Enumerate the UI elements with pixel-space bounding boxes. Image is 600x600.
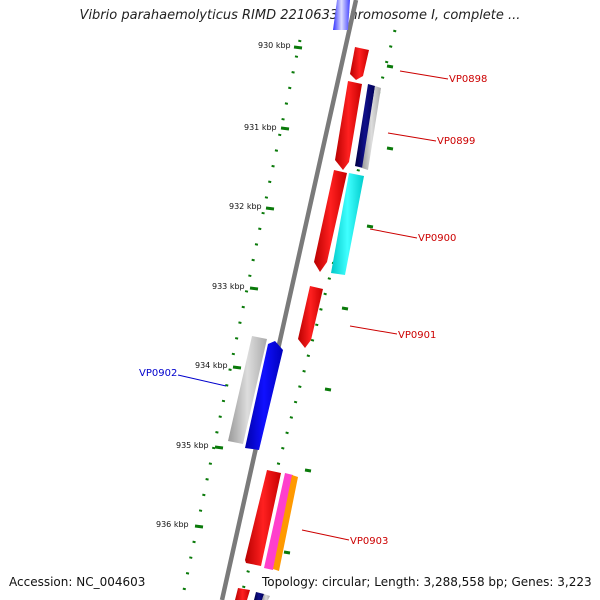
- accession-text: Accession: NC_004603: [9, 575, 146, 589]
- tick-label-931: 931 kbp: [244, 123, 277, 132]
- chromosome-backbone: [219, 0, 359, 600]
- tick-932: [265, 206, 275, 211]
- feature-bottom-navy[interactable]: [254, 592, 264, 600]
- tick-935: [214, 445, 224, 450]
- tick-label-932: 932 kbp: [229, 202, 262, 211]
- tick-931: [280, 126, 290, 131]
- label-vp0900[interactable]: VP0900: [418, 233, 456, 244]
- gene-label-group: VP0898 VP0899 VP0900 VP0901 VP0902 VP090…: [139, 70, 487, 547]
- tick-930: [293, 45, 303, 50]
- tick-934: [232, 365, 242, 370]
- genome-summary: Topology: circular; Length: 3,288,558 bp…: [262, 575, 592, 589]
- feature-vp0902-grey[interactable]: [228, 336, 267, 444]
- tick-label-936: 936 kbp: [156, 520, 189, 529]
- feature-vp0900-cyan[interactable]: [331, 173, 364, 275]
- label-vp0903[interactable]: VP0903: [350, 536, 388, 547]
- outer-tick: [341, 306, 349, 311]
- leader-vp0899: [387, 132, 437, 142]
- feature-vp0899-navy[interactable]: [355, 84, 375, 168]
- tick-label-930: 930 kbp: [258, 41, 291, 50]
- feature-bottom-red[interactable]: [235, 588, 250, 600]
- tick-933: [249, 286, 259, 291]
- feature-vp0899-red[interactable]: [335, 81, 362, 170]
- outer-tick: [386, 146, 394, 151]
- tick-label-933: 933 kbp: [212, 282, 245, 291]
- feature-bottom-grey[interactable]: [262, 594, 270, 600]
- label-vp0901[interactable]: VP0901: [398, 330, 436, 341]
- feature-vp0903-pink[interactable]: [264, 473, 293, 570]
- leader-vp0898: [399, 70, 449, 80]
- leader-vp0902: [177, 374, 227, 387]
- outer-tick: [366, 224, 374, 229]
- map-title: Vibrio parahaemolyticus RIMD 2210633 chr…: [79, 8, 521, 23]
- leader-vp0900: [369, 228, 418, 239]
- tick-label-935: 935 kbp: [176, 441, 209, 450]
- leader-vp0903: [301, 529, 350, 541]
- outer-tick: [304, 468, 312, 473]
- feature-vp0901[interactable]: [298, 286, 323, 348]
- feature-vp0903-red[interactable]: [245, 470, 281, 566]
- tick-label-934: 934 kbp: [195, 361, 228, 370]
- kbp-scale: 930 kbp 931 kbp 932 kbp 933 kbp 934 kbp …: [156, 41, 394, 555]
- outer-tick: [283, 550, 291, 555]
- label-vp0898[interactable]: VP0898: [449, 74, 487, 85]
- label-vp0899[interactable]: VP0899: [437, 136, 475, 147]
- feature-vp0903-orange[interactable]: [273, 475, 298, 571]
- feature-vp0898[interactable]: [350, 47, 369, 80]
- feature-vp0899-grey[interactable]: [362, 86, 381, 170]
- tick-936: [194, 524, 204, 529]
- label-vp0902[interactable]: VP0902: [139, 368, 177, 379]
- outer-tick: [324, 387, 332, 392]
- outer-tick: [386, 64, 394, 69]
- feature-top-blue[interactable]: [333, 0, 350, 30]
- feature-vp0900-red[interactable]: [314, 170, 347, 272]
- gene-features[interactable]: [228, 0, 381, 600]
- feature-vp0902-blue[interactable]: [245, 341, 283, 450]
- leader-vp0901: [349, 325, 398, 335]
